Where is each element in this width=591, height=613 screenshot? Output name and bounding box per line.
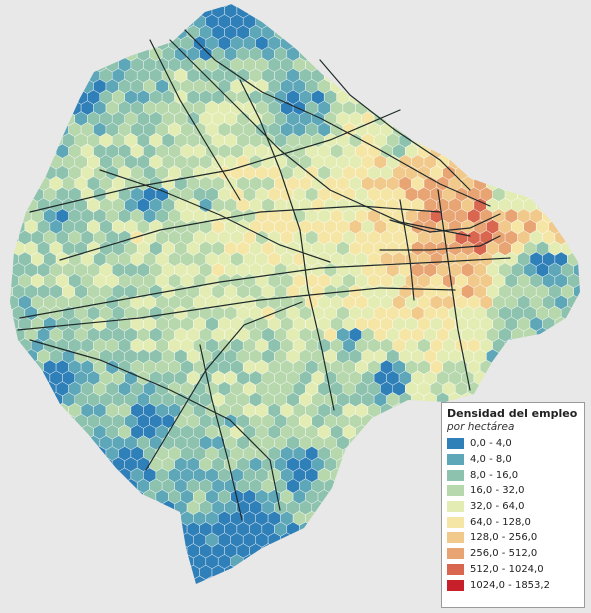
legend-swatch [447,454,464,466]
legend-swatch [447,563,464,575]
legend-item: 32,0 - 64,0 [447,499,579,515]
legend-item: 64,0 - 128,0 [447,514,579,530]
road-line [239,79,301,231]
legend-item: 1024,0 - 1853,2 [447,577,579,593]
legend-swatch [447,485,464,497]
legend-swatch [447,532,464,544]
road-line [319,59,471,191]
legend-item: 4,0 - 8,0 [447,452,579,468]
legend-item: 16,0 - 32,0 [447,483,579,499]
road-line [19,257,511,319]
legend-item: 512,0 - 1024,0 [447,562,579,578]
legend-item: 256,0 - 512,0 [447,546,579,562]
legend-swatch [447,579,464,591]
road-line [389,213,501,233]
legend-label: 0,0 - 4,0 [470,438,512,450]
legend-swatch [447,469,464,481]
legend-label: 512,0 - 1024,0 [470,563,544,575]
legend-swatch [447,501,464,513]
legend-swatch [447,516,464,528]
road-line [437,189,471,391]
road-line [199,344,243,521]
legend-label: 256,0 - 512,0 [470,548,538,560]
road-line [379,235,501,251]
legend-label: 128,0 - 256,0 [470,532,538,544]
legend-label: 4,0 - 8,0 [470,454,512,466]
road-line [145,301,303,471]
road-line [99,169,331,263]
legend-items: 0,0 - 4,0 4,0 - 8,0 8,0 - 16,0 16,0 - 32,0 3… [447,436,579,593]
road-line [17,287,456,331]
legend-item: 0,0 - 4,0 [447,436,579,452]
legend-label: 64,0 - 128,0 [470,516,531,528]
legend-label: 8,0 - 16,0 [470,469,519,481]
road-line [59,205,441,261]
legend-swatch [447,438,464,450]
road-network [17,29,511,521]
road-line [399,199,415,301]
road-line [299,229,335,411]
road-line [169,39,471,237]
legend-label: 32,0 - 64,0 [470,501,525,513]
map-legend: Densidad del empleo por hectárea 0,0 - 4… [441,402,585,608]
road-line [29,339,281,511]
legend-item: 8,0 - 16,0 [447,467,579,483]
legend-label: 1024,0 - 1853,2 [470,579,550,591]
legend-subtitle: por hectárea [447,421,515,433]
legend-label: 16,0 - 32,0 [470,485,525,497]
road-line [184,29,491,207]
legend-title: Densidad del empleo [447,407,578,420]
road-line [29,109,401,213]
road-line [149,39,241,201]
legend-item: 128,0 - 256,0 [447,530,579,546]
legend-swatch [447,548,464,560]
